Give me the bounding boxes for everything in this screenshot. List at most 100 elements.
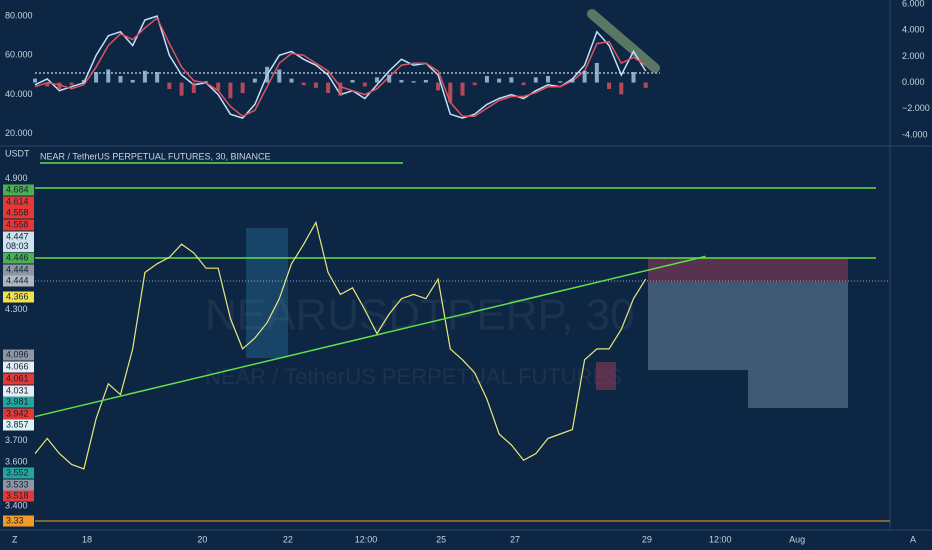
y-tick-label: 40.000	[5, 89, 33, 99]
price-label-box	[3, 419, 34, 431]
price-label-box	[3, 349, 34, 361]
histogram-bar	[484, 76, 489, 83]
histogram-bar	[643, 82, 648, 88]
histogram-bar	[191, 82, 196, 94]
histogram-bar	[460, 82, 465, 96]
price-label: 3.857	[6, 419, 29, 429]
histogram-bar	[558, 81, 563, 83]
price-label: 4.096	[6, 349, 29, 359]
histogram-bar	[69, 82, 74, 86]
price-label: 4.558	[6, 219, 29, 229]
zone	[596, 362, 616, 390]
histogram-bar	[338, 82, 343, 96]
corner-label: A	[910, 534, 916, 544]
histogram-bar	[619, 82, 624, 95]
price-label: 4.444	[6, 264, 29, 274]
target-zone	[748, 282, 848, 408]
histogram-bar	[423, 79, 428, 83]
histogram-bar	[411, 81, 416, 83]
histogram-bar	[570, 78, 575, 83]
price-label: 4.447	[6, 231, 29, 241]
price-label-box	[3, 361, 34, 373]
histogram-bar	[399, 79, 404, 83]
y-tick-label: 4.300	[5, 304, 28, 314]
chart-title: NEAR / TetherUS PERPETUAL FUTURES, 30, B…	[40, 151, 271, 161]
price-label-box	[3, 479, 34, 491]
price-label-box	[3, 264, 34, 276]
y2-tick-label: 2.000	[902, 51, 925, 61]
price-label: 4.558	[6, 207, 29, 217]
corner-label: Z	[12, 534, 18, 544]
histogram-bar	[631, 72, 636, 83]
x-tick-label: 29	[642, 534, 652, 544]
price-label-box	[3, 252, 34, 264]
price-label: 3.552	[6, 467, 29, 477]
histogram-bar	[204, 81, 208, 83]
countdown-box	[3, 241, 34, 252]
histogram-bar	[130, 79, 135, 83]
stop-zone	[648, 258, 748, 282]
countdown: 08:03	[6, 241, 29, 251]
y2-tick-label: 4.000	[902, 25, 925, 35]
watermark: NEARUSDTPERP, 30	[205, 291, 635, 340]
x-tick-label: 25	[436, 534, 446, 544]
y2-tick-label: 0.000	[902, 77, 925, 87]
histogram-bar	[265, 66, 270, 83]
price-label-box	[3, 373, 34, 385]
y2-tick-label: −2.000	[902, 103, 930, 113]
histogram-bar	[301, 82, 306, 86]
price-label: 3.981	[6, 396, 29, 406]
price-label: 4.614	[6, 196, 29, 206]
y-tick-label: 20.000	[5, 128, 33, 138]
target-zone	[648, 282, 748, 370]
histogram-bar	[387, 74, 392, 83]
x-tick-label: 27	[510, 534, 520, 544]
y-tick-label: 60.000	[5, 50, 33, 60]
price-label-box	[3, 291, 34, 303]
price-label: 3.518	[6, 490, 29, 500]
price-label: 4.066	[6, 361, 29, 371]
histogram-bar	[240, 82, 245, 94]
histogram-bar	[81, 79, 86, 83]
y-tick-label: 3.700	[5, 435, 28, 445]
x-tick-label: 22	[283, 534, 293, 544]
y2-tick-label: 6.000	[902, 0, 925, 8]
price-label: 4.684	[6, 184, 29, 194]
histogram-bar	[142, 70, 147, 83]
price-label-box	[3, 385, 34, 397]
histogram-bar	[436, 82, 441, 91]
price-label-box	[3, 275, 34, 287]
price-label-box	[3, 231, 34, 243]
price-label: 4.061	[6, 373, 29, 383]
drawing-highlight	[587, 9, 660, 73]
price-label: 4.366	[6, 291, 29, 301]
x-tick-label: 20	[197, 534, 207, 544]
histogram-bar	[216, 82, 221, 91]
y-tick-label: 3.400	[5, 500, 28, 510]
unit-label: USDT	[5, 148, 30, 158]
price-label: 4.031	[6, 385, 29, 395]
histogram-bar	[497, 78, 502, 83]
price-label: 4.444	[6, 275, 29, 285]
histogram-bar	[448, 82, 453, 103]
histogram-bar	[57, 82, 62, 90]
x-tick-label: 12:00	[709, 534, 732, 544]
price-label-box	[3, 219, 34, 231]
price-label-box	[3, 490, 34, 502]
watermark-subtitle: NEAR / TetherUS PERPETUAL FUTURES	[205, 364, 622, 389]
x-tick-label: 12:00	[355, 534, 378, 544]
price-label: 3.942	[6, 408, 29, 418]
histogram-bar	[521, 82, 526, 86]
histogram-bar	[252, 78, 257, 83]
histogram-bar	[582, 70, 587, 83]
histogram-bar	[607, 82, 612, 90]
histogram-bar	[289, 78, 294, 83]
histogram-bar	[155, 72, 160, 83]
price-label-box	[3, 467, 34, 479]
histogram-bar	[167, 82, 172, 90]
price-label-box	[3, 515, 34, 527]
histogram-bar	[533, 77, 538, 83]
histogram-bar	[362, 82, 367, 87]
histogram-bar	[326, 82, 331, 94]
